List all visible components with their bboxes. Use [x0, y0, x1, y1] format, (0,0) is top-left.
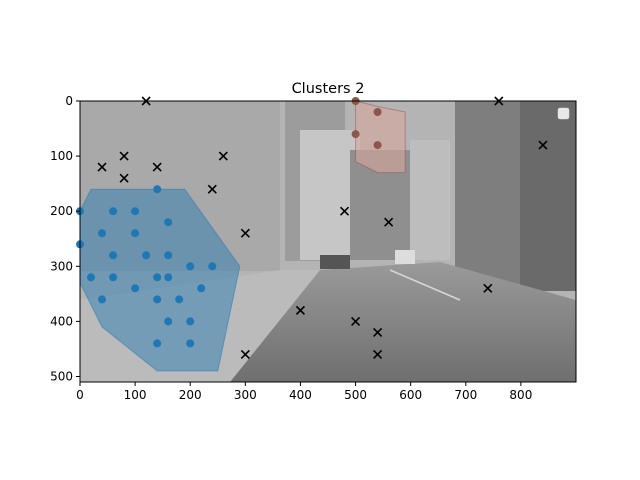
y-tick-label: 0	[65, 94, 73, 108]
cluster-1-point	[164, 251, 173, 260]
noise-point	[538, 140, 548, 150]
cluster-1-point	[131, 284, 140, 293]
cluster-1-point	[109, 251, 118, 260]
y-tick-label: 500	[50, 369, 73, 383]
cluster-1-point	[153, 295, 162, 304]
noise-point	[295, 305, 306, 315]
x-tick-label: 400	[289, 388, 312, 402]
noise-point	[339, 206, 350, 216]
cluster-1-point	[109, 273, 118, 282]
cluster-1-point	[153, 339, 162, 348]
cluster-1-point	[87, 273, 95, 282]
noise-point	[97, 162, 107, 172]
x-tick-label: 100	[124, 388, 147, 402]
chart-title: Clusters 2	[292, 81, 365, 97]
x-tick-label: 500	[344, 388, 367, 402]
noise-point	[119, 173, 129, 183]
legend-box	[557, 107, 570, 120]
noise-point	[240, 349, 250, 360]
cluster-1-point	[142, 251, 151, 260]
noise-point	[373, 349, 383, 360]
x-tick-label: 700	[454, 388, 477, 402]
cluster-1-point	[197, 284, 206, 293]
cluster-1-point	[186, 262, 195, 271]
cluster-1-point	[98, 229, 106, 238]
x-tick-label: 600	[399, 388, 422, 402]
cluster-1-point	[131, 207, 140, 216]
cluster-1-point	[153, 273, 162, 282]
y-tick-label: 300	[50, 259, 73, 273]
noise-point	[483, 283, 493, 293]
noise-point	[207, 184, 217, 194]
axes-frame	[79, 100, 577, 383]
cluster-2-point	[351, 130, 360, 139]
cluster-1-point	[164, 273, 173, 282]
y-tick-label: 100	[50, 149, 73, 163]
noise-point	[240, 228, 250, 238]
noise-point	[218, 151, 228, 161]
cluster-1-point	[175, 295, 184, 304]
noise-point	[373, 327, 383, 337]
cluster-1-point	[186, 317, 195, 326]
y-axis-ticks: 0 100 200 300 400 500	[50, 94, 80, 383]
noise-point	[152, 162, 162, 172]
cluster-1-point	[98, 295, 106, 304]
cluster-1-point	[164, 317, 173, 326]
cluster-2-hull	[355, 100, 406, 174]
cluster-1-point	[109, 207, 118, 216]
cluster-2-point	[373, 141, 382, 150]
cluster-1-point	[164, 218, 173, 227]
cluster-1-point	[131, 229, 140, 238]
cluster-1-point	[153, 185, 162, 194]
cluster-2-point	[373, 108, 382, 116]
y-tick-label: 400	[50, 314, 73, 328]
y-tick-label: 200	[50, 204, 73, 218]
x-axis-ticks: 0 100 200 300 400 500 600 700 800	[76, 382, 532, 402]
x-tick-label: 0	[76, 388, 84, 402]
noise-point	[119, 151, 129, 161]
x-tick-label: 200	[179, 388, 202, 402]
cluster-1-point	[208, 262, 217, 271]
noise-point	[350, 316, 361, 326]
x-tick-label: 300	[234, 388, 257, 402]
noise-point	[384, 217, 394, 227]
x-tick-label: 800	[509, 388, 532, 402]
cluster-1-point	[186, 339, 195, 348]
background-photo	[80, 101, 576, 382]
